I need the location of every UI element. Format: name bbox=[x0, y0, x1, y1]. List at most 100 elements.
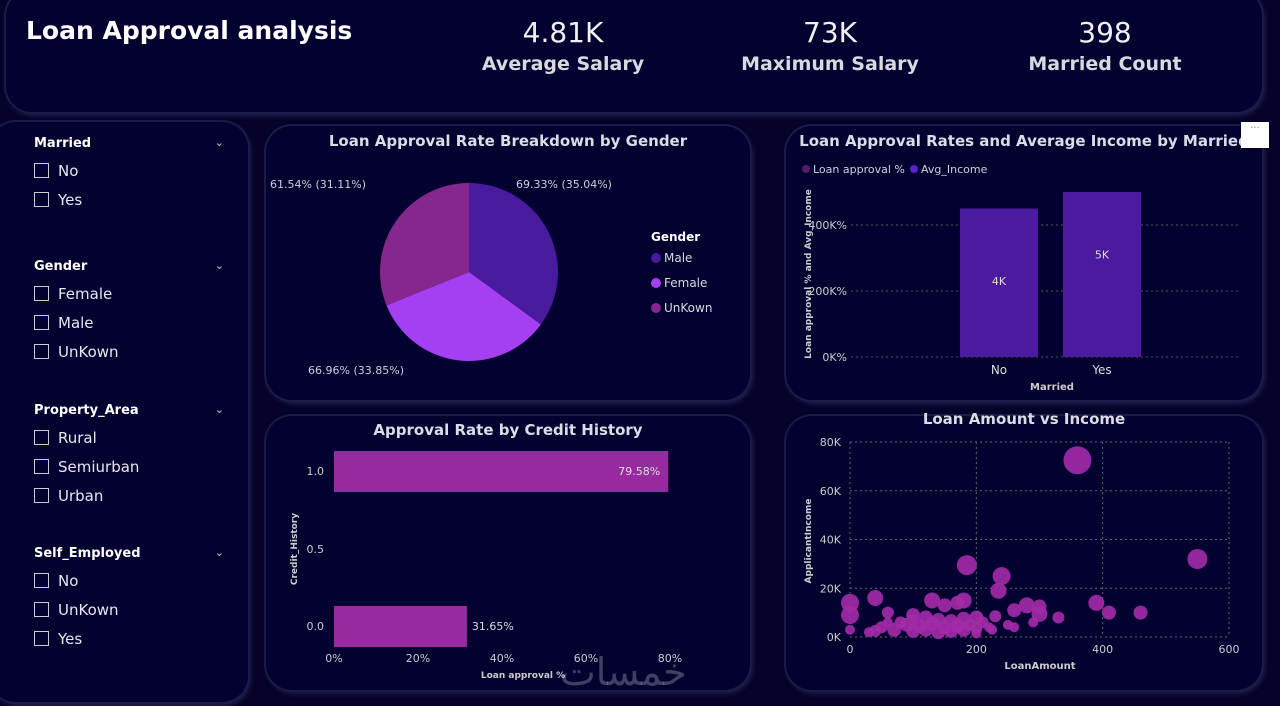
filter-option-label: Yes bbox=[58, 190, 83, 209]
legend-marker bbox=[910, 165, 918, 173]
scatter-point bbox=[989, 610, 1002, 623]
checkbox[interactable] bbox=[34, 163, 49, 178]
kpi-label: Average Salary bbox=[481, 53, 645, 75]
scatter-point bbox=[992, 567, 1011, 586]
checkbox[interactable] bbox=[34, 430, 49, 445]
checkbox[interactable] bbox=[34, 631, 49, 646]
pie-data-label: 69.33% (35.04%) bbox=[516, 178, 612, 191]
checkbox[interactable] bbox=[34, 192, 49, 207]
more-options-button[interactable]: ··· bbox=[1241, 122, 1269, 148]
filter-header[interactable]: Married ⌄ bbox=[34, 136, 224, 151]
legend-label: Avg_Income bbox=[921, 163, 988, 176]
legend-label: Male bbox=[664, 251, 692, 265]
y-tick-label: 1.0 bbox=[307, 465, 325, 478]
scatter-point bbox=[1031, 605, 1048, 622]
chevron-down-icon[interactable]: ⌄ bbox=[214, 259, 224, 272]
kpi-value: 4.81K bbox=[522, 16, 604, 49]
y-tick-label: 60K bbox=[820, 485, 842, 498]
bar-data-label: 79.58% bbox=[618, 465, 660, 478]
scatter-point bbox=[1009, 622, 1020, 633]
filter-option-label: Female bbox=[58, 284, 113, 303]
checkbox[interactable] bbox=[34, 488, 49, 503]
scatter-chart: 0K 20K 40K 60K 80K 0 200 400 600 LoanAmount Applic… bbox=[804, 436, 1240, 672]
x-tick-label: 400 bbox=[1092, 643, 1113, 656]
filter-option[interactable]: Female bbox=[34, 284, 224, 303]
checkbox[interactable] bbox=[34, 344, 49, 359]
legend-label: UnKown bbox=[664, 301, 712, 315]
credit-bar-chart: 1.0 79.58% 0.5 0.0 31.65% 0% 20% 40% 60% 80% Loan … bbox=[290, 451, 682, 681]
filter-title: Self_Employed bbox=[34, 546, 141, 561]
filter-option[interactable]: No bbox=[34, 571, 224, 590]
filter-header[interactable]: Self_Employed ⌄ bbox=[34, 546, 224, 561]
filter-option-label: Yes bbox=[58, 629, 83, 648]
chart-title: Loan Amount vs Income bbox=[922, 410, 1126, 428]
y-tick-label: 80K bbox=[820, 436, 842, 449]
filter-option[interactable]: UnKown bbox=[34, 342, 224, 361]
pie-chart: 69.33% (35.04%) Male 66.96% (33.85%) Female… bbox=[270, 178, 712, 377]
bar-data-label: 31.65% bbox=[472, 620, 514, 633]
scatter-point bbox=[990, 582, 1007, 599]
scatter-point bbox=[1007, 603, 1022, 618]
filter-option[interactable]: No bbox=[34, 161, 224, 180]
scatter-point bbox=[937, 598, 952, 613]
kpi-label: Married Count bbox=[1028, 53, 1182, 75]
pie-slice-male bbox=[469, 183, 558, 325]
y-tick-label: 0.0 bbox=[307, 620, 325, 633]
page-title: Loan Approval analysis bbox=[26, 16, 353, 45]
scatter-point bbox=[950, 595, 965, 610]
chart-title: Loan Approval Rate Breakdown by Gender bbox=[328, 132, 688, 150]
checkbox[interactable] bbox=[34, 286, 49, 301]
scatter-point bbox=[881, 606, 894, 619]
legend-title: Gender bbox=[651, 230, 700, 244]
bar-credit-0.0 bbox=[334, 606, 467, 647]
scatter-point bbox=[987, 624, 998, 635]
scatter-point bbox=[931, 625, 946, 640]
filter-option[interactable]: Yes bbox=[34, 629, 224, 648]
scatter-point bbox=[956, 622, 971, 637]
filter-option-label: Male bbox=[58, 313, 94, 332]
checkbox[interactable] bbox=[34, 602, 49, 617]
chevron-down-icon[interactable]: ⌄ bbox=[214, 546, 224, 559]
chart-title: Loan Approval Rates and Average Income b… bbox=[799, 132, 1249, 150]
scatter-point bbox=[882, 617, 893, 628]
legend-marker bbox=[802, 165, 810, 173]
filter-option-label: UnKown bbox=[58, 600, 119, 619]
married-bar-card: Loan Approval Rates and Average Income b… bbox=[786, 126, 1262, 400]
bar-yes bbox=[1063, 192, 1141, 357]
x-tick-label: No bbox=[991, 363, 1007, 377]
filter-header[interactable]: Property_Area ⌄ bbox=[34, 403, 224, 418]
filter-option[interactable]: Urban bbox=[34, 486, 224, 505]
filter-option[interactable]: Semiurban bbox=[34, 457, 224, 476]
filter-option[interactable]: Yes bbox=[34, 190, 224, 209]
scatter-point bbox=[845, 624, 855, 635]
x-axis-label: Loan approval % bbox=[481, 671, 565, 681]
filter-title: Property_Area bbox=[34, 403, 139, 418]
filter-option[interactable]: UnKown bbox=[34, 600, 224, 619]
header-panel: Loan Approval analysis 4.81K Average Sala… bbox=[6, 0, 1262, 112]
y-tick-label: 20K bbox=[820, 582, 842, 595]
legend-label: Loan approval % bbox=[813, 163, 905, 176]
pie-slice-unkown bbox=[380, 183, 469, 306]
filter-header[interactable]: Gender ⌄ bbox=[34, 259, 224, 274]
credit-card: Approval Rate by Credit History 1.0 79.58… bbox=[266, 416, 750, 690]
filter-option-label: Semiurban bbox=[58, 457, 140, 476]
filter-gender: Gender ⌄ Female Male UnKown bbox=[34, 259, 224, 361]
chevron-down-icon[interactable]: ⌄ bbox=[214, 403, 224, 416]
legend-marker bbox=[651, 278, 661, 288]
married-bar-chart: Loan approval % Avg_Income 0K% 200K% 400K% 4K… bbox=[802, 163, 1241, 393]
chevron-down-icon[interactable]: ⌄ bbox=[214, 136, 224, 149]
pie-card: Loan Approval Rate Breakdown by Gender 6… bbox=[266, 126, 750, 400]
filter-option[interactable]: Rural bbox=[34, 428, 224, 447]
scatter-point bbox=[956, 555, 977, 576]
filter-option-label: UnKown bbox=[58, 342, 119, 361]
x-tick-label: 20% bbox=[406, 652, 430, 665]
kpi-label: Maximum Salary bbox=[741, 53, 919, 75]
scatter-point bbox=[918, 622, 933, 637]
checkbox[interactable] bbox=[34, 573, 49, 588]
filter-option[interactable]: Male bbox=[34, 313, 224, 332]
checkbox[interactable] bbox=[34, 315, 49, 330]
scatter-point bbox=[867, 590, 884, 606]
x-axis-label: Married bbox=[1030, 382, 1074, 393]
checkbox[interactable] bbox=[34, 459, 49, 474]
legend-label: Female bbox=[664, 276, 707, 290]
